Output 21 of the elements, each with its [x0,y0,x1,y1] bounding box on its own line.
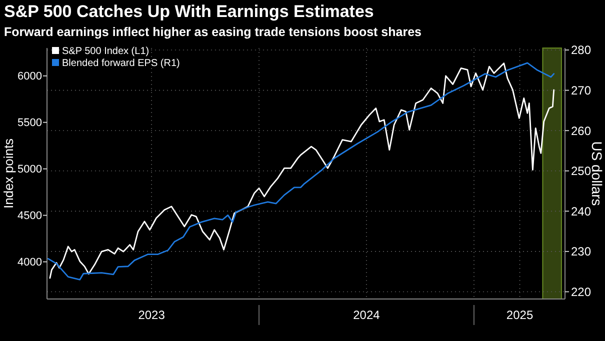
y2-tick-label: 230 [571,244,592,259]
chart-subtitle: Forward earnings inflect higher as easing trade tensions boost shares [4,25,422,39]
y2-axis-title: US dollars [589,141,605,206]
y2-tick-label: 270 [571,84,592,98]
y2-tick-label: 240 [571,204,592,218]
legend-label: S&P 500 Index (L1) [62,46,150,57]
y-tick-label: 4500 [18,210,42,222]
y-tick-label: 5500 [18,117,42,130]
y2-tick-label: 250 [571,164,592,178]
x-tick-label: 2024 [353,308,380,322]
x-tick-label: 2025 [506,308,534,322]
y-axis-title: Index points [1,138,16,209]
y2-tick-label: 260 [571,124,592,138]
y-tick-label: 4000 [18,256,42,269]
y-tick-label: 6000 [18,70,42,83]
legend-label: Blended forward EPS (R1) [62,58,180,69]
y2-tick-label: 280 [571,43,592,58]
x-tick-label: 2023 [138,308,166,322]
y-tick-label: 5000 [18,164,42,176]
chart-title: S&P 500 Catches Up With Earnings Estimates [4,2,374,21]
y2-tick-label: 220 [571,284,592,299]
